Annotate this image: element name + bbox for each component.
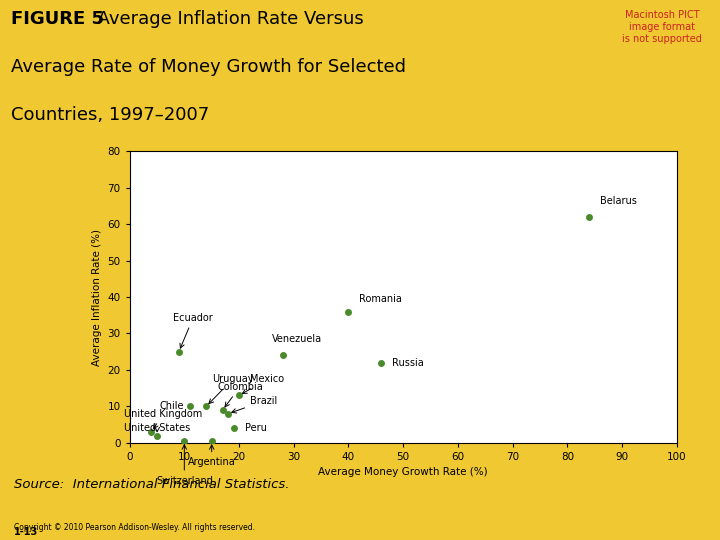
Text: Brazil: Brazil xyxy=(232,396,277,413)
Text: Copyright © 2010 Pearson Addison-Wesley. All rights reserved.: Copyright © 2010 Pearson Addison-Wesley.… xyxy=(14,523,256,532)
Text: Uruguay: Uruguay xyxy=(209,374,253,403)
Text: Mexico: Mexico xyxy=(243,374,284,394)
Text: Average Inflation Rate Versus: Average Inflation Rate Versus xyxy=(86,10,364,29)
Text: Average Rate of Money Growth for Selected: Average Rate of Money Growth for Selecte… xyxy=(11,58,406,76)
Y-axis label: Average Inflation Rate (%): Average Inflation Rate (%) xyxy=(92,228,102,366)
Text: Colombia: Colombia xyxy=(217,382,263,407)
Text: Chile: Chile xyxy=(160,401,184,411)
Text: Russia: Russia xyxy=(392,357,424,368)
Text: Argentina: Argentina xyxy=(188,445,235,468)
Text: United States: United States xyxy=(124,423,190,433)
Text: Macintosh PICT
image format
is not supported: Macintosh PICT image format is not suppo… xyxy=(623,10,702,44)
Text: Romania: Romania xyxy=(359,294,402,304)
Text: United Kingdom: United Kingdom xyxy=(124,409,202,429)
Text: Switzerland: Switzerland xyxy=(156,445,212,485)
Text: Venezuela: Venezuela xyxy=(272,334,322,345)
Text: Belarus: Belarus xyxy=(600,196,637,206)
Text: Ecuador: Ecuador xyxy=(174,313,213,348)
Text: 1-13: 1-13 xyxy=(14,527,39,537)
Text: Peru: Peru xyxy=(245,423,266,433)
Text: Countries, 1997–2007: Countries, 1997–2007 xyxy=(11,106,209,124)
Text: Source:  International Financial Statistics.: Source: International Financial Statisti… xyxy=(14,478,290,491)
Text: FIGURE 5: FIGURE 5 xyxy=(11,10,104,29)
X-axis label: Average Money Growth Rate (%): Average Money Growth Rate (%) xyxy=(318,468,488,477)
